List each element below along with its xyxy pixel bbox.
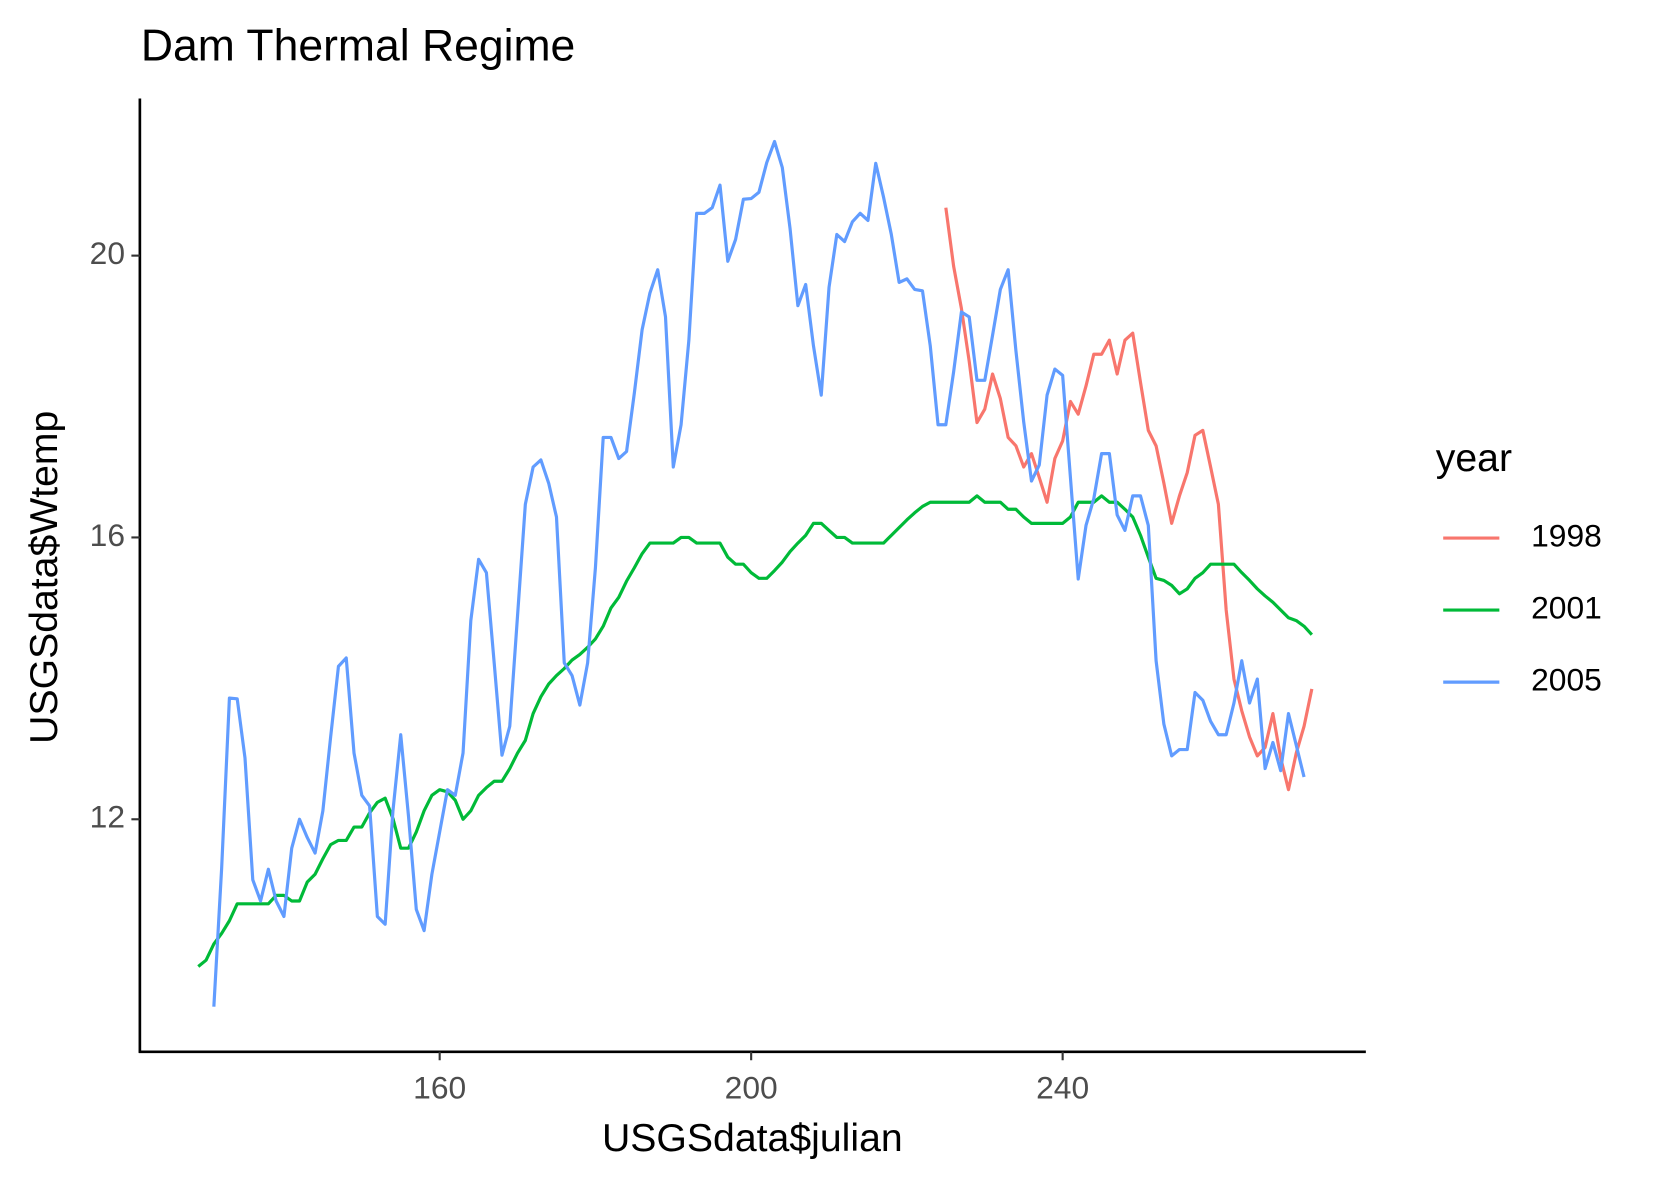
series-line: [944, 207, 1314, 792]
series-line: [212, 139, 1306, 1007]
x-axis-label: USGSdata$julian: [602, 1117, 903, 1160]
x-tick-label: 240: [1036, 1069, 1089, 1105]
series-line: [197, 494, 1314, 968]
x-tick-label: 160: [413, 1069, 466, 1105]
y-tick-label: 20: [90, 235, 125, 271]
legend-label: 2001: [1531, 589, 1602, 625]
legend-label: 1998: [1531, 517, 1602, 553]
legend-title: year: [1436, 437, 1512, 480]
chart-title: Dam Thermal Regime: [141, 21, 575, 70]
legend-label: 2005: [1531, 662, 1602, 698]
y-tick-label: 12: [90, 799, 125, 835]
x-tick-label: 200: [725, 1069, 778, 1105]
y-tick-label: 16: [90, 517, 125, 553]
y-axis-label: USGSdata$Wtemp: [23, 411, 66, 744]
